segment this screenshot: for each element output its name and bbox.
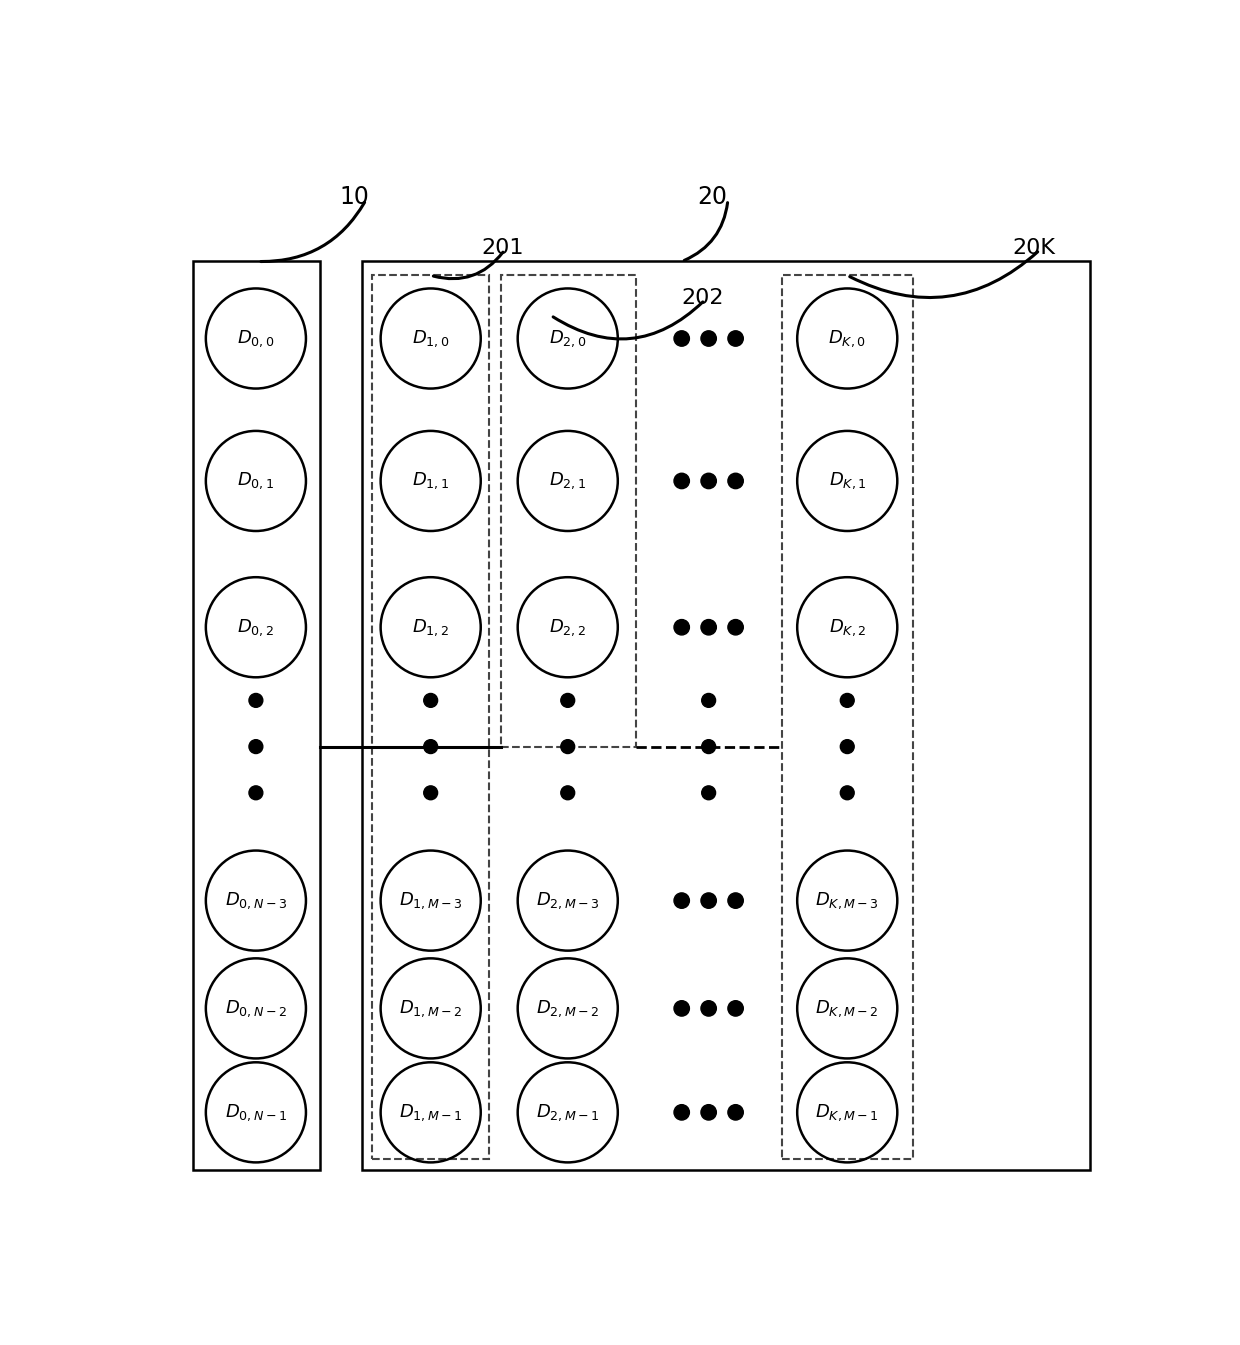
Circle shape	[675, 1001, 689, 1015]
Circle shape	[702, 785, 715, 800]
Text: $D_{K,0}$: $D_{K,0}$	[828, 328, 867, 348]
Circle shape	[701, 893, 717, 908]
Text: $D_{K,M-3}$: $D_{K,M-3}$	[816, 890, 879, 911]
Text: $D_{1,1}$: $D_{1,1}$	[412, 471, 449, 491]
Text: $D_{2,0}$: $D_{2,0}$	[549, 328, 587, 348]
Circle shape	[424, 740, 438, 753]
Circle shape	[701, 1001, 717, 1015]
Text: $D_{0,N-2}$: $D_{0,N-2}$	[224, 998, 286, 1018]
Circle shape	[702, 694, 715, 707]
Circle shape	[675, 473, 689, 488]
Text: 20: 20	[697, 184, 727, 208]
Text: $D_{0,2}$: $D_{0,2}$	[237, 617, 274, 638]
Circle shape	[675, 331, 689, 346]
Circle shape	[841, 785, 854, 800]
Text: $D_{K,M-1}$: $D_{K,M-1}$	[816, 1102, 879, 1123]
Circle shape	[701, 331, 717, 346]
Text: $D_{2,M-1}$: $D_{2,M-1}$	[536, 1102, 599, 1123]
Circle shape	[728, 1001, 743, 1015]
Text: $D_{1,0}$: $D_{1,0}$	[412, 328, 449, 348]
Circle shape	[675, 1104, 689, 1120]
Text: $D_{0,N-3}$: $D_{0,N-3}$	[224, 890, 286, 911]
Text: $D_{1,2}$: $D_{1,2}$	[412, 617, 449, 638]
Bar	[362, 261, 1090, 1170]
Text: $D_{2,M-3}$: $D_{2,M-3}$	[536, 890, 600, 911]
Text: $D_{2,1}$: $D_{2,1}$	[549, 471, 587, 491]
Bar	[781, 276, 913, 1158]
Circle shape	[560, 785, 574, 800]
Circle shape	[560, 694, 574, 707]
Circle shape	[424, 694, 438, 707]
Bar	[372, 276, 490, 1158]
Text: $D_{K,M-2}$: $D_{K,M-2}$	[816, 998, 879, 1018]
Text: 10: 10	[339, 184, 370, 208]
Circle shape	[249, 740, 263, 753]
Circle shape	[701, 620, 717, 635]
Circle shape	[728, 620, 743, 635]
Bar	[192, 261, 320, 1170]
Circle shape	[424, 785, 438, 800]
Text: $D_{0,1}$: $D_{0,1}$	[237, 471, 274, 491]
Text: $D_{2,2}$: $D_{2,2}$	[549, 617, 587, 638]
Text: $D_{1,M-2}$: $D_{1,M-2}$	[399, 998, 463, 1018]
Circle shape	[728, 1104, 743, 1120]
Text: 202: 202	[682, 288, 724, 308]
Circle shape	[841, 740, 854, 753]
Bar	[501, 276, 635, 746]
Text: $D_{K,1}$: $D_{K,1}$	[828, 471, 866, 491]
Text: $D_{1,M-1}$: $D_{1,M-1}$	[399, 1102, 463, 1123]
Text: $D_{0,0}$: $D_{0,0}$	[237, 328, 274, 348]
Circle shape	[675, 620, 689, 635]
Circle shape	[249, 694, 263, 707]
Circle shape	[701, 473, 717, 488]
Circle shape	[560, 740, 574, 753]
Text: $D_{2,M-2}$: $D_{2,M-2}$	[536, 998, 599, 1018]
Text: $D_{1,M-3}$: $D_{1,M-3}$	[399, 890, 463, 911]
Circle shape	[702, 740, 715, 753]
Circle shape	[728, 893, 743, 908]
Text: 20K: 20K	[1013, 238, 1055, 258]
Text: $D_{K,2}$: $D_{K,2}$	[828, 617, 866, 638]
Circle shape	[701, 1104, 717, 1120]
Circle shape	[728, 473, 743, 488]
Circle shape	[728, 331, 743, 346]
Circle shape	[675, 893, 689, 908]
Text: 201: 201	[481, 238, 525, 258]
Circle shape	[249, 785, 263, 800]
Text: $D_{0,N-1}$: $D_{0,N-1}$	[224, 1102, 286, 1123]
Circle shape	[841, 694, 854, 707]
